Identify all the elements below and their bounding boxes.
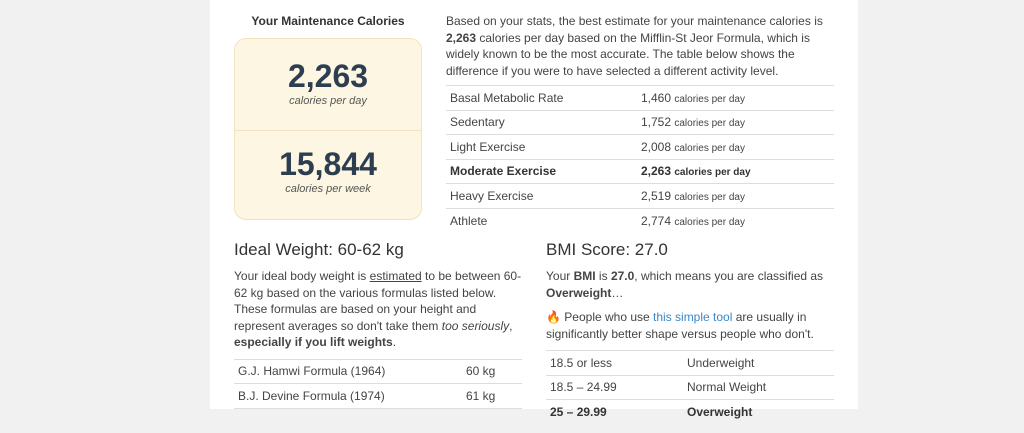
maintenance-calories-card: 2,263 calories per day 15,844 calories per… <box>234 38 422 220</box>
table-row: Sedentary 1,752 calories per day <box>446 109 834 135</box>
bmi-promo: 🔥 People who use this simple tool are us… <box>546 310 814 341</box>
fire-icon: 🔥 <box>546 310 561 324</box>
table-row: Light Exercise 2,008 calories per day <box>446 134 834 159</box>
table-row: Heavy Exercise 2,519 calories per day <box>446 183 834 208</box>
bmi-section: BMI Score: 27.0 Your BMI is 27.0, which … <box>546 240 834 424</box>
bmi-heading: BMI Score: 27.0 <box>546 240 668 259</box>
results-panel: Your Maintenance Calories 2,263 calories … <box>210 0 858 433</box>
ideal-weight-heading: Ideal Weight: 60-62 kg <box>234 240 404 259</box>
daily-calories: 2,263 <box>287 58 369 94</box>
table-row: Basal Metabolic Rate 1,460 calories per d… <box>446 85 834 110</box>
activity-table: Basal Metabolic Rate 1,460 calories per d… <box>446 85 834 233</box>
ideal-weight-section: Ideal Weight: 60-62 kg Your ideal body w… <box>234 240 522 433</box>
table-row-selected: 25 – 29.99 Overweight <box>546 399 834 424</box>
simple-tool-link[interactable]: this simple tool <box>653 310 733 324</box>
table-row <box>234 407 522 433</box>
table-row: 18.5 – 24.99 Normal Weight <box>546 374 834 400</box>
table-row: G.J. Hamwi Formula (1964) 60 kg <box>234 358 522 384</box>
ideal-weight-table: G.J. Hamwi Formula (1964) 60 kg B.J. Devi… <box>234 358 522 433</box>
table-row: 18.5 or less Underweight <box>546 350 834 375</box>
bmi-table: 18.5 or less Underweight 18.5 – 24.99 Norm… <box>546 350 834 424</box>
weekly-calories: 15,844 <box>279 146 377 182</box>
weekly-calories-label: calories per week <box>285 183 371 195</box>
maintenance-title: Your Maintenance Calories <box>251 14 405 28</box>
bmi-text: Your BMI is 27.0, which means you are cl… <box>546 269 824 300</box>
table-row: Athlete 2,774 calories per day <box>446 207 834 233</box>
daily-calories-label: calories per day <box>289 95 367 107</box>
maintenance-explanation: Based on your stats, the best estimate f… <box>446 14 823 78</box>
table-row: B.J. Devine Formula (1974) 61 kg <box>234 383 522 408</box>
table-row-selected: Moderate Exercise 2,263 calories per day <box>446 158 834 184</box>
ideal-weight-text: Your ideal body weight is estimated to b… <box>234 269 522 349</box>
